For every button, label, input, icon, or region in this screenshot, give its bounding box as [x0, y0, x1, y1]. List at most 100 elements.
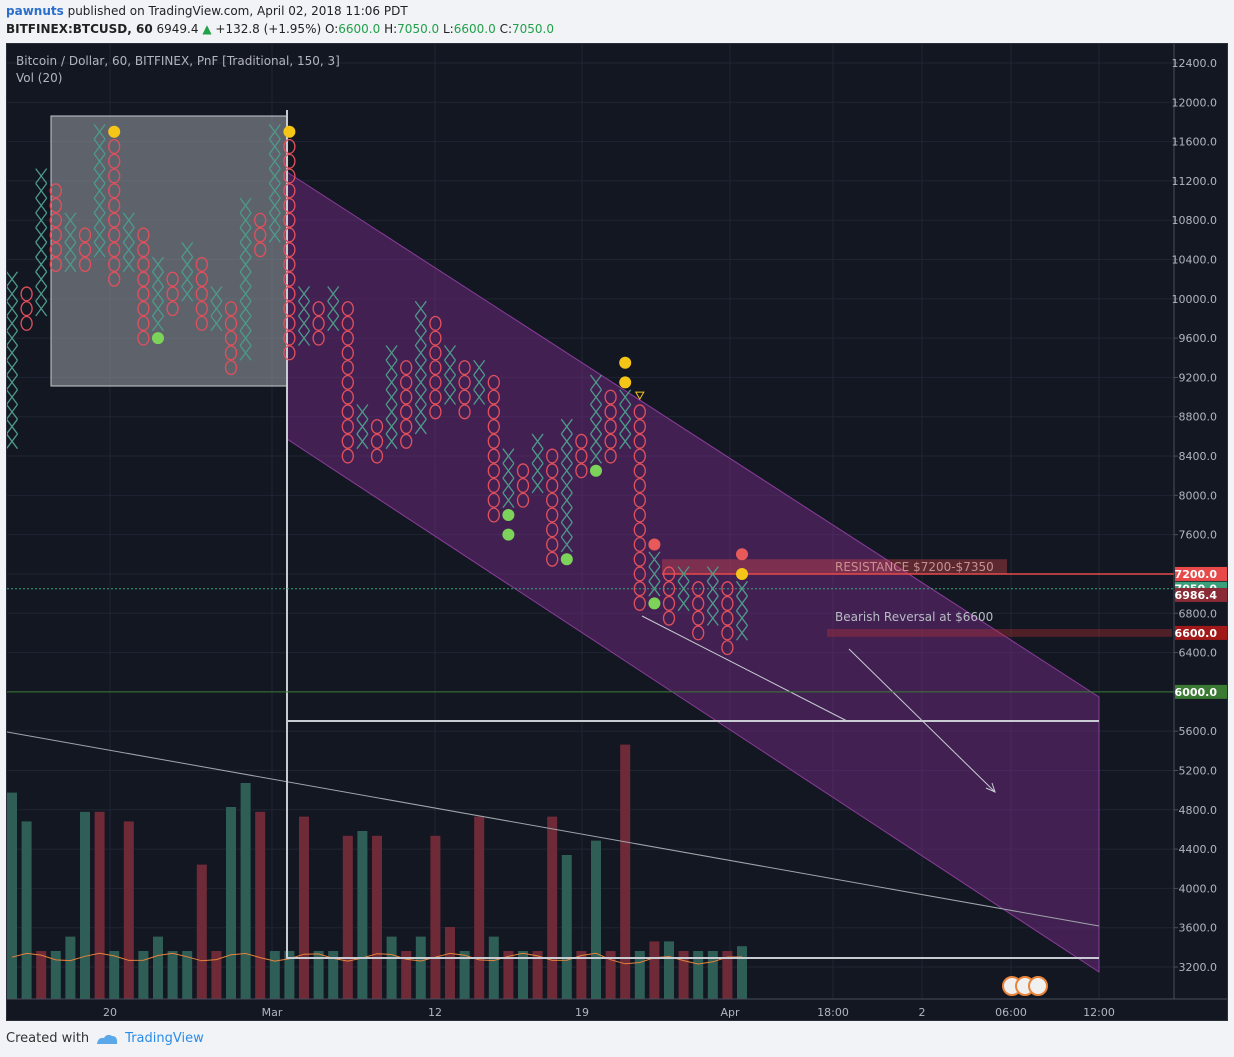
reversal-zone	[827, 628, 1172, 637]
y-tick-label: 6800.0	[1179, 607, 1218, 620]
volume-bar	[561, 855, 572, 999]
o-box	[604, 404, 617, 420]
x-box	[385, 345, 398, 361]
o-box	[575, 433, 588, 449]
x-box	[93, 138, 106, 155]
o-box	[137, 227, 150, 243]
x-box	[414, 330, 427, 346]
price-label-box	[1175, 625, 1227, 640]
o-box	[137, 256, 150, 272]
o-box	[692, 595, 705, 611]
price-label-box	[1175, 566, 1227, 581]
signal-dot	[619, 376, 632, 389]
x-box	[385, 359, 398, 376]
o-box	[224, 330, 238, 346]
x-box	[473, 389, 486, 405]
volume-bar	[94, 811, 105, 999]
o-box	[400, 389, 413, 405]
o-box	[400, 404, 413, 420]
o-box	[108, 197, 121, 213]
pnf-chart[interactable]: RESISTANCE $7200-$7350 Bearish Reversal a…	[7, 44, 1227, 1020]
o-box	[546, 507, 559, 523]
x-box	[619, 418, 632, 435]
o-box	[341, 448, 354, 464]
o-box	[108, 271, 121, 287]
x-box	[35, 197, 48, 214]
x-box	[414, 345, 427, 361]
x-box	[414, 374, 427, 391]
o-box	[283, 153, 296, 169]
x-box	[239, 197, 252, 214]
volume-bar	[576, 951, 587, 999]
o-box	[283, 286, 296, 302]
y-tick-label: 11200.0	[1172, 175, 1218, 188]
o-box	[108, 227, 121, 243]
y-tick-label: 10000.0	[1172, 293, 1218, 306]
x-box	[619, 389, 632, 405]
x-box	[268, 212, 281, 228]
x-box	[443, 389, 457, 405]
o-box	[633, 404, 646, 420]
x-box	[35, 241, 48, 258]
o-box	[137, 271, 150, 287]
o-box	[692, 581, 705, 597]
x-box	[648, 551, 661, 567]
change-value: +132.8 (+1.95%)	[215, 22, 322, 36]
volume-bar	[532, 951, 543, 999]
arrow-head-icon	[985, 782, 996, 793]
o-box	[633, 581, 646, 597]
o-box	[166, 286, 179, 302]
volume-bar	[109, 951, 120, 999]
x-box	[239, 345, 252, 361]
o-box	[224, 360, 238, 376]
x-box	[297, 286, 311, 302]
x-box	[7, 433, 19, 450]
signal-dot	[502, 528, 515, 541]
y-tick-label: 4000.0	[1179, 882, 1218, 895]
o-box	[283, 212, 296, 228]
volume-bar	[649, 941, 660, 999]
x-box	[706, 595, 719, 612]
o-box	[341, 315, 354, 331]
chart-panel[interactable]: RESISTANCE $7200-$7350 Bearish Reversal a…	[6, 43, 1228, 1021]
x-box	[210, 315, 223, 332]
tradingview-link[interactable]: TradingView	[125, 1031, 204, 1046]
o-box	[487, 374, 500, 390]
o-box	[429, 374, 442, 390]
o-box	[341, 433, 354, 449]
x-box	[560, 477, 573, 494]
up-triangle-icon: ▲	[202, 22, 212, 36]
x-box	[35, 182, 48, 199]
x-box	[181, 256, 194, 273]
o-box	[487, 404, 500, 420]
x-tick-label: Mar	[262, 1006, 283, 1019]
o-box	[283, 183, 296, 199]
author-link[interactable]: pawnuts	[6, 4, 64, 18]
trend-line	[7, 731, 1100, 927]
x-box	[589, 374, 603, 391]
o-box	[49, 256, 62, 272]
volume-bar	[737, 946, 747, 999]
o-box	[370, 419, 384, 435]
o-box	[487, 478, 500, 494]
o-box	[692, 610, 705, 626]
o-box	[224, 301, 238, 317]
o-box	[341, 419, 354, 435]
o-box	[49, 197, 62, 213]
o-box	[20, 286, 33, 302]
o-box	[546, 492, 559, 508]
o-box	[195, 315, 208, 331]
volume-bar	[591, 840, 601, 999]
price-label-box	[1175, 587, 1227, 602]
y-tick-label: 12000.0	[1172, 96, 1218, 109]
x-tick-label: 18:00	[817, 1006, 849, 1019]
x-box	[268, 168, 281, 184]
x-box	[239, 271, 252, 287]
x-box	[239, 330, 252, 346]
x-box	[619, 433, 632, 450]
x-box	[7, 418, 19, 435]
low-value: 6600.0	[453, 22, 496, 36]
o-box	[546, 448, 559, 464]
o-box	[283, 345, 296, 361]
o-box	[487, 419, 500, 435]
